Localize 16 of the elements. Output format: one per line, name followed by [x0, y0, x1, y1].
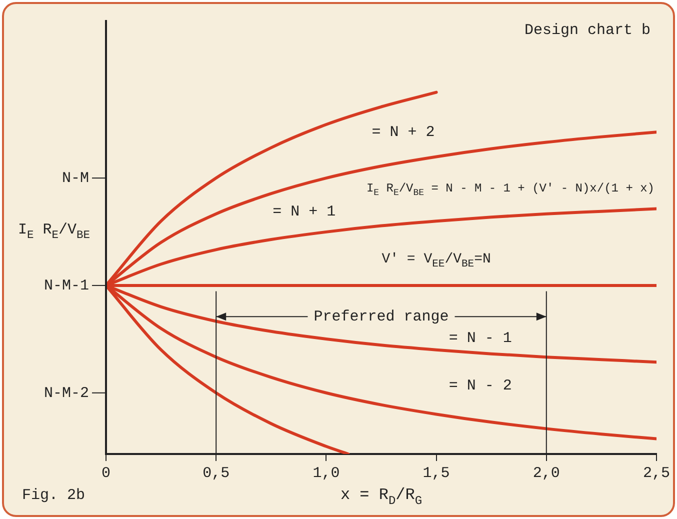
text: N-M-1	[44, 277, 90, 294]
annotation: Preferred range	[314, 308, 449, 326]
annotation: = N - 1	[448, 330, 512, 348]
caption: Fig. 2b	[22, 486, 86, 504]
x-tick-label: 2,5	[642, 464, 670, 482]
x-tick-label: 0	[101, 464, 111, 482]
x-tick-label: 0,5	[202, 464, 230, 482]
x-tick-label: 2,0	[532, 464, 560, 482]
text: N-M	[62, 170, 90, 188]
annotation: = N + 2	[372, 124, 435, 142]
x-tick-label: 1,5	[422, 464, 450, 482]
text: Design chart b	[524, 22, 651, 39]
x-tick-label: 1,0	[312, 464, 340, 482]
text: N-M-2	[44, 384, 90, 402]
annotation: = N - 2	[448, 377, 512, 394]
annotation: = N + 1	[272, 204, 336, 221]
